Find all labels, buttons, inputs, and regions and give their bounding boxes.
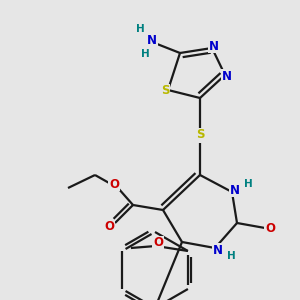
Text: H: H xyxy=(226,251,236,261)
Text: N: N xyxy=(230,184,240,196)
Text: H: H xyxy=(136,24,144,34)
Text: N: N xyxy=(222,70,232,83)
Text: N: N xyxy=(213,244,223,256)
Text: S: S xyxy=(161,85,169,98)
Text: N: N xyxy=(147,34,157,47)
Text: O: O xyxy=(265,221,275,235)
Text: O: O xyxy=(153,236,163,250)
Text: N: N xyxy=(209,40,219,52)
Text: H: H xyxy=(141,49,149,59)
Text: S: S xyxy=(196,128,204,142)
Text: H: H xyxy=(244,179,252,189)
Text: O: O xyxy=(104,220,114,233)
Text: O: O xyxy=(109,178,119,190)
